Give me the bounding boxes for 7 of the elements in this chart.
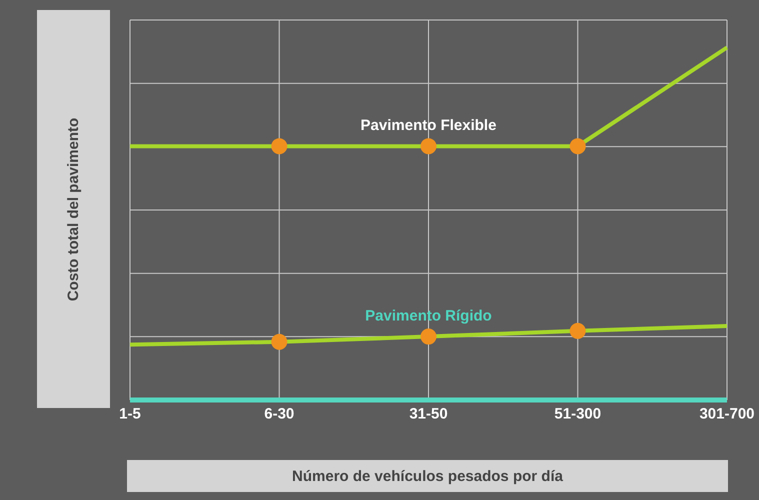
y-axis-title: Costo total del pavimento <box>65 117 82 301</box>
x-tick-label: 6-30 <box>264 406 294 423</box>
x-axis-title: Número de vehículos pesados por día <box>127 460 728 492</box>
x-tick-label: 1-5 <box>119 406 141 423</box>
x-tick-label: 301-700 <box>699 406 755 423</box>
x-tick-label: 31-50 <box>409 406 448 423</box>
x-tick-label: 51-300 <box>554 406 602 423</box>
